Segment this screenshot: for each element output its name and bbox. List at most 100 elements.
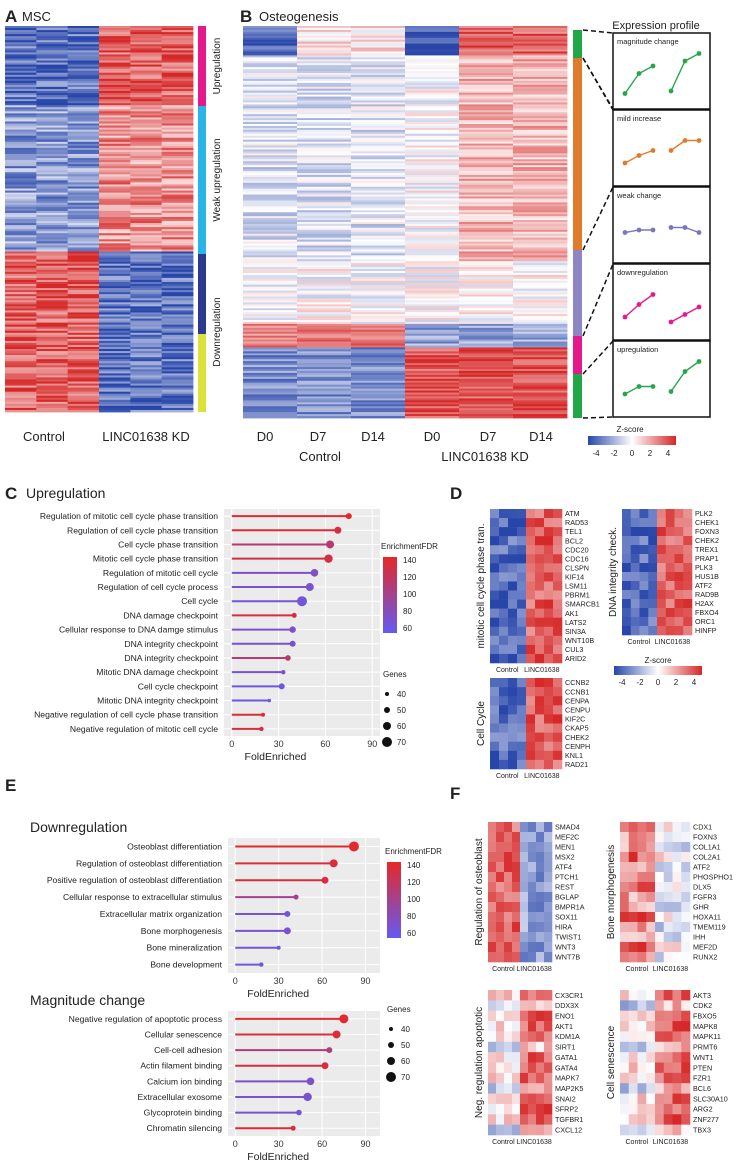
heat-cell <box>161 216 194 220</box>
heat-cell <box>512 952 521 963</box>
heat-cell <box>5 340 37 344</box>
group-label-weak: Weak upregulation <box>212 138 223 221</box>
heat-cell <box>405 112 460 115</box>
heat-cell <box>5 99 37 102</box>
heat-cell <box>5 202 37 206</box>
heat-cell <box>528 822 537 833</box>
heat-cell <box>657 581 667 591</box>
profile-point <box>682 312 688 317</box>
heat-cell <box>405 27 460 31</box>
heat-cell <box>405 165 460 168</box>
heat-cell <box>351 53 406 56</box>
heat-cell <box>628 832 638 843</box>
gene-label: GHR <box>693 903 709 912</box>
heat-cell <box>161 95 194 98</box>
heat-cell <box>508 608 518 619</box>
heat-cell <box>161 233 194 236</box>
heat-cell <box>499 741 509 752</box>
heat-cell <box>405 216 460 219</box>
heat-cell <box>459 416 514 419</box>
heat-cell <box>130 251 163 254</box>
profile-point <box>650 292 656 297</box>
heat-cell <box>513 47 568 50</box>
heat-cell <box>297 361 352 364</box>
heat-cell <box>520 952 529 963</box>
heat-cell <box>528 952 537 963</box>
heat-cell <box>351 122 406 125</box>
gene-label: PLK3 <box>695 563 713 572</box>
heat-cell <box>520 862 529 873</box>
heat-cell <box>130 200 163 204</box>
heat-cell <box>243 339 298 342</box>
heat-cell <box>36 399 69 403</box>
heat-cell <box>67 151 100 155</box>
heat-cell <box>99 214 131 218</box>
heat-cell <box>130 125 163 128</box>
heat-cell <box>620 1103 630 1115</box>
size-legend-title: Genes <box>387 1005 411 1014</box>
heat-cell <box>67 101 100 104</box>
heat-cell <box>630 509 640 519</box>
heat-cell <box>99 320 131 324</box>
heat-cell <box>243 75 298 78</box>
heat-cell <box>351 63 406 66</box>
heat-cell <box>130 334 163 338</box>
gene-label: CDC20 <box>565 545 589 554</box>
heat-cell <box>622 527 632 537</box>
heat-cell <box>459 286 514 290</box>
heat-cell <box>637 882 647 893</box>
heat-cell <box>161 160 194 163</box>
heat-cell <box>630 545 640 555</box>
heat-cell <box>528 1103 537 1115</box>
heat-cell <box>130 30 163 33</box>
heat-cell <box>243 220 298 223</box>
size-legend-tick: 70 <box>401 1073 410 1082</box>
heat-cell <box>161 129 194 133</box>
heat-cell <box>67 322 100 326</box>
heat-cell <box>67 93 100 96</box>
heat-cell <box>520 842 529 853</box>
heat-cell <box>405 386 460 389</box>
heat-cell <box>663 902 673 913</box>
heat-cell <box>405 416 460 419</box>
heat-cell <box>351 347 406 350</box>
heat-cell <box>67 251 100 254</box>
profile-name: magnitude change <box>617 37 679 46</box>
gene-label: SIN3A <box>565 627 586 636</box>
heat-cell <box>67 225 100 228</box>
heat-cell <box>512 1021 521 1032</box>
heat-cell <box>405 255 460 258</box>
heat-cell <box>526 687 536 697</box>
heat-cell <box>161 194 194 198</box>
heat-cell <box>351 337 406 340</box>
heat-cell <box>5 46 37 49</box>
heat-cell <box>5 204 37 208</box>
heat-cell <box>513 327 568 331</box>
gene-label: SMAD4 <box>555 823 580 832</box>
heat-cell <box>683 518 693 528</box>
heat-cell <box>297 82 352 86</box>
heat-cell <box>243 55 298 58</box>
heat-cell <box>459 365 514 368</box>
heat-cell <box>683 626 693 636</box>
heat-cell <box>161 196 194 200</box>
heat-cell <box>459 269 514 272</box>
plot-panel <box>228 838 380 973</box>
heat-cell <box>459 351 514 354</box>
heat-cell <box>5 298 37 301</box>
heat-cell <box>5 281 37 285</box>
heat-cell <box>646 832 656 843</box>
heat-cell <box>36 174 69 177</box>
profile-point <box>622 314 628 320</box>
heat-cell <box>161 314 194 317</box>
gene-label: KIF2C <box>565 715 585 724</box>
heat-cell <box>5 129 37 133</box>
heat-cell <box>297 265 352 268</box>
heat-cell <box>297 241 352 244</box>
heat-cell <box>161 330 194 334</box>
heat-cell <box>243 233 298 237</box>
heat-cell <box>405 49 460 52</box>
heat-cell <box>459 96 514 99</box>
heat-cell <box>535 750 545 761</box>
heat-cell <box>99 145 131 149</box>
